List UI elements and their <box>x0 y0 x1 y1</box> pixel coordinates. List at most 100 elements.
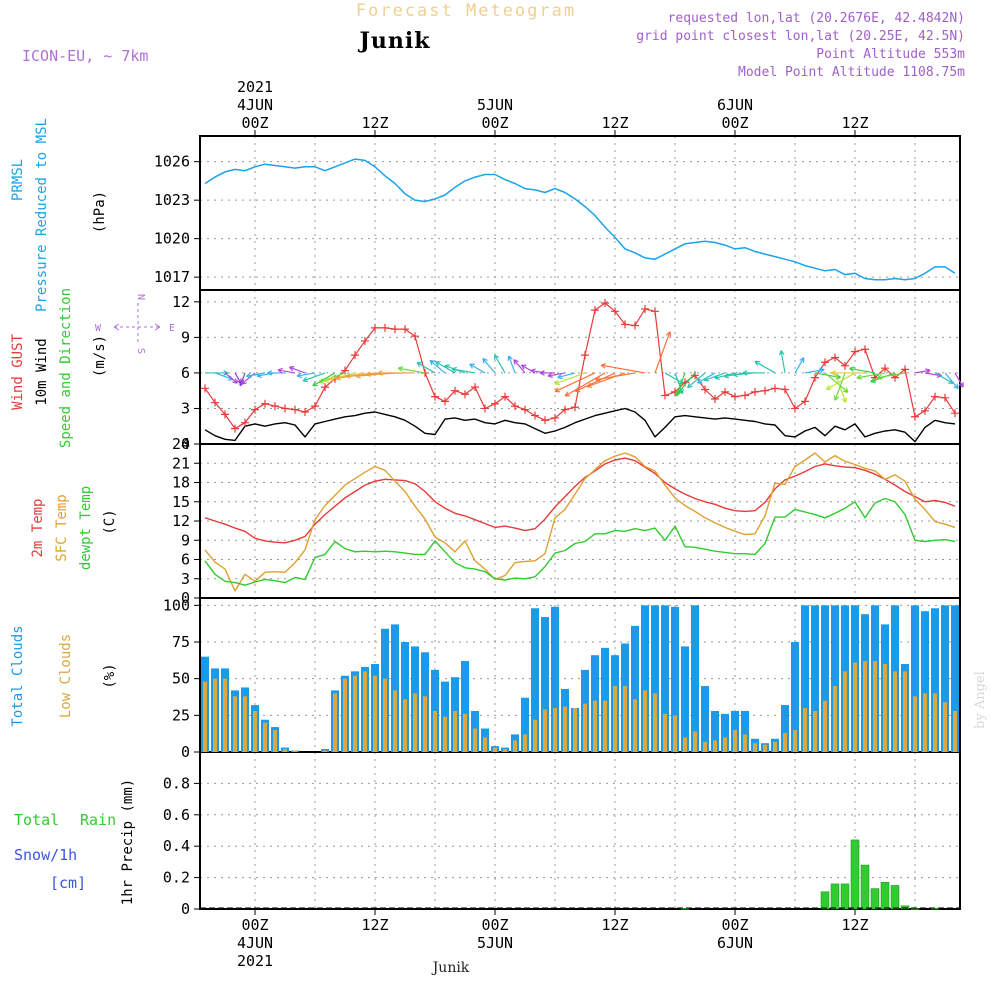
y-tick-label: 1026 <box>154 153 190 171</box>
temp-sfc-line <box>204 452 956 592</box>
wind-arrow-head <box>953 383 959 390</box>
gust-marker <box>741 391 749 400</box>
low-cloud-bar <box>393 690 397 752</box>
gust-marker <box>311 402 319 411</box>
low-cloud-bar <box>573 708 577 752</box>
panel-pressure: 1017 1020 1023 1026 <box>154 135 961 291</box>
gust-marker <box>551 413 559 422</box>
wind-arrow-head <box>232 378 238 384</box>
footer-location: Junik <box>431 960 470 976</box>
wind-direction-arrow <box>877 372 906 379</box>
wind-arrow-head <box>870 377 876 383</box>
wind-arrow-head <box>246 372 252 379</box>
wind-arrow-head <box>256 372 262 379</box>
gust-marker <box>361 336 369 345</box>
wind-direction-arrow <box>780 350 786 374</box>
wind-direction-arrow <box>513 359 526 374</box>
low-cloud-bar <box>833 686 837 752</box>
pressure-unit: (hPa) <box>92 191 108 233</box>
wind-direction-arrow <box>429 359 446 374</box>
wind-arrow-head <box>444 364 450 370</box>
wind-direction-arrow <box>687 372 706 388</box>
wind-arrow-head <box>435 361 441 367</box>
low-cloud-bar <box>263 722 267 752</box>
wind-arrow-head <box>335 375 341 381</box>
low-cloud-bar <box>513 740 517 752</box>
total-cloud-bar <box>711 710 719 752</box>
wind-direction-arrow <box>302 372 326 382</box>
low-cloud-bar <box>543 709 547 752</box>
gust-marker <box>321 383 329 392</box>
total-cloud-bar <box>721 713 729 752</box>
wind-gust-line <box>204 302 956 430</box>
low-cloud-bar <box>343 678 347 752</box>
wind-direction-arrow <box>554 372 596 393</box>
gust-marker <box>351 351 359 360</box>
pressure-label-1: PRMSL <box>10 159 26 201</box>
gust-marker <box>901 365 909 374</box>
total-cloud-bar <box>521 697 529 752</box>
wind-arrow-head <box>825 384 832 391</box>
total-cloud-bar <box>701 686 709 752</box>
wind-10m-label: 10m Wind <box>34 338 50 405</box>
wind-arrow-head <box>564 391 571 397</box>
wind-arrow-head <box>451 366 457 373</box>
gust-marker <box>261 399 269 408</box>
low-cloud-bar <box>433 710 437 752</box>
wind-arrow-head <box>586 382 593 388</box>
top-hour-label: 12Z <box>361 114 388 132</box>
wind-direction-arrow <box>944 372 959 389</box>
y-tick-label: 0.6 <box>163 806 190 824</box>
total-cloud-bar <box>551 606 559 752</box>
wind-direction-arrow <box>277 369 296 374</box>
wind-arrow-head <box>595 376 601 382</box>
bottom-day-label: 6JUN <box>717 934 753 952</box>
gust-marker <box>561 405 569 414</box>
compass-south: S <box>135 348 146 354</box>
pressure-line <box>204 158 956 281</box>
gust-marker <box>931 392 939 401</box>
precip-axis-label: 1hr Precip (mm) <box>120 779 136 905</box>
bottom-hour-label: 12Z <box>361 916 388 934</box>
wind-direction-arrow <box>834 372 847 403</box>
wind-arrow-head <box>329 375 335 382</box>
total-cloud-bar <box>461 661 469 752</box>
low-cloud-bar <box>283 749 287 752</box>
total-cloud-bar <box>921 611 929 752</box>
low-cloud-bar <box>683 737 687 752</box>
low-cloud-bar <box>333 693 337 752</box>
gust-marker <box>791 404 799 413</box>
low-cloud-bar <box>803 708 807 752</box>
low-cloud-bar <box>923 693 927 752</box>
y-tick-label: 75 <box>172 633 190 651</box>
wind-arrow-head <box>742 370 748 376</box>
y-tick-label: 3 <box>181 570 190 588</box>
low-cloud-bar <box>903 671 907 752</box>
y-tick-label: 0.4 <box>163 837 190 855</box>
gust-marker <box>471 383 479 392</box>
y-tick-label: 12 <box>172 293 190 311</box>
gust-marker <box>401 325 409 334</box>
low-cloud-bar <box>793 730 797 752</box>
wind-arrow-head <box>665 331 672 337</box>
wind-arrow-head <box>714 374 720 380</box>
y-tick-label: 100 <box>163 596 190 614</box>
rain-bar <box>680 908 690 910</box>
snow-label: Snow/1h <box>14 846 77 864</box>
gust-marker <box>381 323 389 332</box>
wind-arrow-head <box>312 381 318 387</box>
low-cloud-bar <box>723 737 727 752</box>
total-cloud-bar <box>531 608 539 752</box>
low-cloud-bar <box>373 675 377 752</box>
low-cloud-bar <box>743 734 747 752</box>
gust-marker <box>531 411 539 420</box>
temp-dewpt-label: dewpt Temp <box>78 486 94 570</box>
panel-precipitation: 0 0.2 0.4 0.6 0.8 <box>163 751 961 918</box>
wind-arrow-head <box>296 372 302 379</box>
wind-arrow-head <box>831 370 837 376</box>
wind-arrow-head <box>675 391 681 397</box>
low-cloud-bar <box>753 743 757 752</box>
total-cloud-bar <box>651 605 659 752</box>
gust-marker <box>571 403 579 412</box>
wind-arrow-head <box>267 370 273 376</box>
